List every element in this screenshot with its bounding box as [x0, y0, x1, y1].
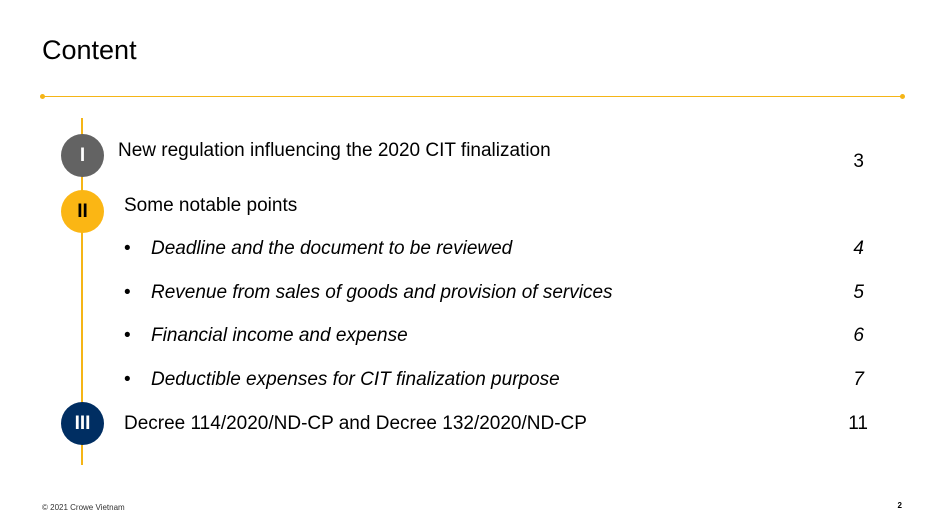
section-3-title: Decree 114/2020/ND-CP and Decree 132/202…	[124, 413, 587, 434]
footer-copyright: © 2021 Crowe Vietnam	[42, 503, 125, 512]
bullet: •	[124, 282, 131, 303]
slide-title: Content	[42, 35, 137, 65]
section-3-page: 11	[848, 413, 868, 434]
section-3-badge: III	[61, 402, 104, 445]
section-2-badge: II	[61, 190, 104, 233]
section-2-title: Some notable points	[124, 195, 298, 216]
bullet: •	[124, 369, 131, 390]
section-1-title: New regulation influencing the 2020 CIT …	[118, 140, 551, 161]
title-divider	[42, 96, 902, 97]
bullet: •	[124, 325, 131, 346]
subitem-3-page: 6	[853, 325, 864, 346]
subitem-1-title: Deadline and the document to be reviewed	[151, 238, 513, 259]
subitem-3-title: Financial income and expense	[151, 325, 408, 346]
subitem-1-page: 4	[853, 238, 864, 259]
section-1-badge: I	[61, 134, 104, 177]
divider-right-dot	[900, 94, 905, 99]
timeline-line	[81, 118, 83, 465]
section-1-page: 3	[853, 151, 864, 172]
slide-number: 2	[897, 501, 902, 510]
subitem-2-title: Revenue from sales of goods and provisio…	[151, 282, 613, 303]
subitem-4-title: Deductible expenses for CIT finalization…	[151, 369, 560, 390]
subitem-2-page: 5	[853, 282, 864, 303]
subitem-4-page: 7	[853, 369, 864, 390]
bullet: •	[124, 238, 131, 259]
divider-left-dot	[40, 94, 45, 99]
